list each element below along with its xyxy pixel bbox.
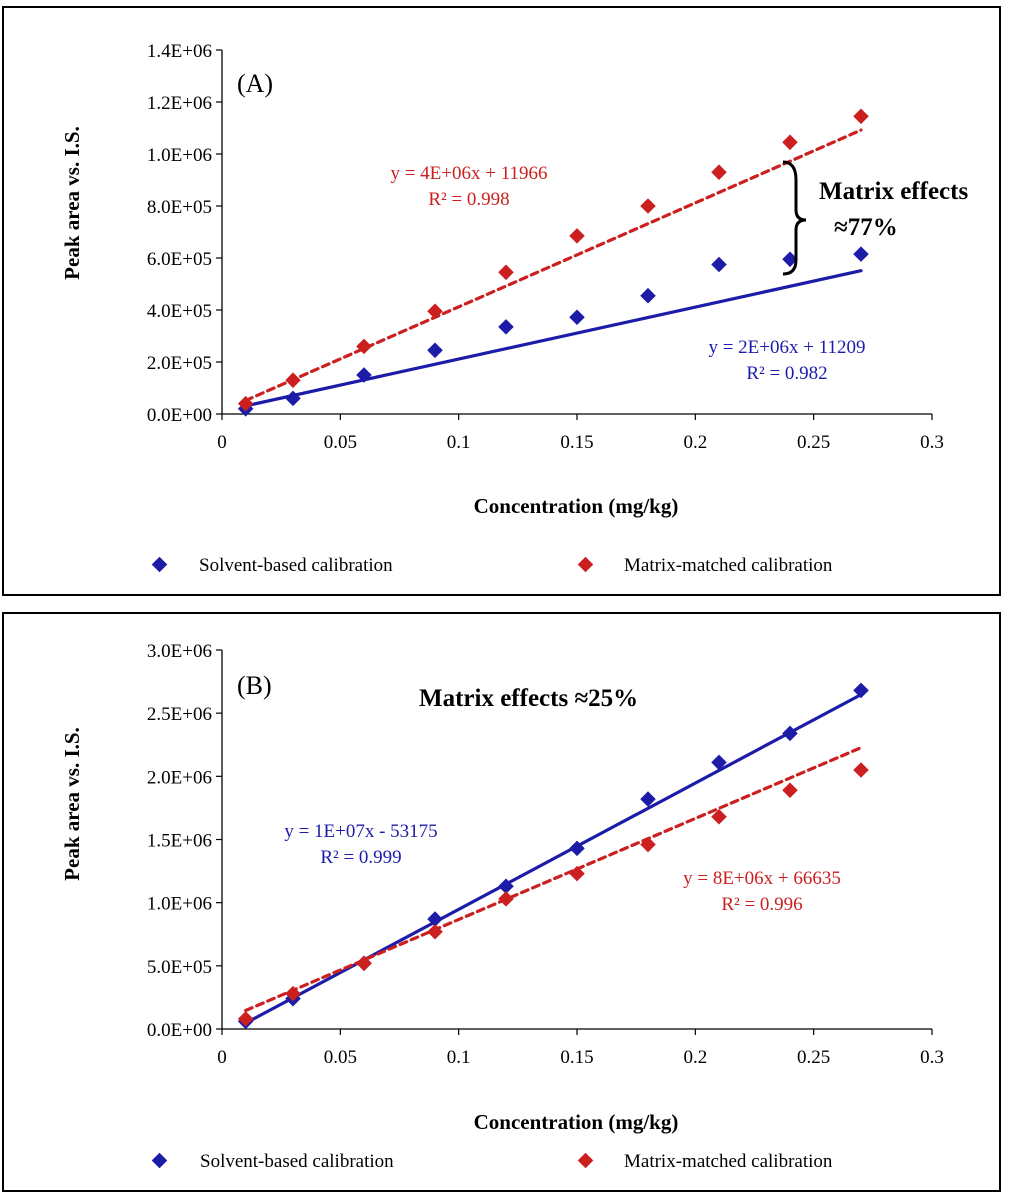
x-tick-label: 0: [217, 1047, 227, 1068]
legend-a: Solvent-based calibration Matrix-matched…: [151, 555, 833, 576]
y-tick-label: 3.0E+06: [147, 641, 212, 662]
y-tick-label: 6.0E+05: [147, 249, 212, 270]
x-tick-label: 0.25: [797, 1047, 830, 1068]
y-tick-label: 1.0E+06: [147, 145, 212, 166]
x-tick-label: 0.15: [560, 432, 593, 453]
data-point-matrix: [356, 955, 372, 972]
data-point-matrix: [853, 108, 869, 125]
x-tick-label: 0.05: [324, 1047, 357, 1068]
legend-label-matrix-a: Matrix-matched calibration: [624, 555, 833, 576]
x-tick-label: 0.15: [560, 1047, 593, 1068]
data-point-solvent: [640, 287, 656, 304]
x-tick-label: 0.25: [797, 432, 830, 453]
data-point-matrix: [782, 782, 798, 799]
legend-marker-matrix-a: [577, 556, 594, 573]
equation-solvent-a: y = 2E+06x + 11209: [708, 337, 865, 358]
y-tick-label: 2.0E+06: [147, 767, 212, 788]
data-point-matrix: [237, 1011, 254, 1027]
data-point-matrix: [498, 891, 514, 907]
data-point-solvent: [853, 682, 869, 699]
data-point-solvent: [498, 319, 514, 335]
panel-label-b: (B): [237, 671, 272, 700]
r2-matrix-a: R² = 0.998: [428, 189, 509, 210]
data-point-matrix: [711, 164, 727, 180]
annotation-a-line1: Matrix effects: [819, 178, 968, 205]
x-tick-label: 0.2: [683, 1047, 707, 1068]
r2-matrix-b: R² = 0.996: [721, 894, 802, 915]
annotation-bg-a: [809, 166, 985, 246]
data-point-matrix: [498, 264, 514, 281]
x-tick-label: 0.2: [683, 432, 707, 453]
chart-panel-a: 0.0E+00 2.0E+05 4.0E+05 6.0E+05 8.0E+05 1.0E+…: [2, 6, 1001, 596]
panel-label-a: (A): [237, 69, 273, 98]
annotation-a-line2: ≈77%: [834, 214, 898, 241]
legend-b: Solvent-based calibration Matrix-matched…: [151, 1151, 833, 1172]
y-tick-label: 8.0E+05: [147, 197, 212, 218]
plot-area-a: 0.0E+00 2.0E+05 4.0E+05 6.0E+05 8.0E+05 1.0E+…: [147, 41, 944, 453]
data-point-solvent: [640, 791, 656, 807]
r2-solvent-a: R² = 0.982: [746, 363, 827, 384]
equation-matrix-b: y = 8E+06x + 66635: [683, 868, 841, 889]
legend-label-solvent-a: Solvent-based calibration: [199, 555, 393, 576]
data-point-matrix: [237, 395, 254, 412]
legend-marker-matrix-b: [577, 1152, 594, 1169]
y-tick-label: 0.0E+00: [147, 405, 212, 426]
r2-solvent-b: R² = 0.999: [320, 847, 401, 868]
y-tick-label: 2.5E+06: [147, 704, 212, 725]
y-tick-label: 1.2E+06: [147, 93, 212, 114]
data-point-matrix: [640, 198, 656, 214]
legend-marker-solvent-b: [151, 1152, 168, 1169]
x-tick-label: 0.1: [447, 1047, 471, 1068]
chart-panel-b: 0.0E+00 5.0E+05 1.0E+06 1.5E+06 2.0E+06 2.5E+…: [2, 612, 1001, 1192]
equation-matrix-a: y = 4E+06x + 11966: [390, 163, 547, 184]
x-tick-label: 0.3: [920, 432, 944, 453]
trendline-matrix: [244, 746, 863, 1013]
chart-a-svg: 0.0E+00 2.0E+05 4.0E+05 6.0E+05 8.0E+05 1.0E+…: [60, 41, 985, 576]
data-point-matrix: [285, 985, 301, 1002]
y-tick-label: 4.0E+05: [147, 301, 212, 322]
data-point-solvent: [427, 342, 443, 359]
x-tick-label: 0.3: [920, 1047, 944, 1068]
equation-solvent-b: y = 1E+07x - 53175: [284, 821, 437, 842]
y-tick-label: 1.0E+06: [147, 894, 212, 915]
x-axis-title-a: Concentration (mg/kg): [474, 494, 679, 518]
data-point-solvent: [711, 256, 727, 273]
y-tick-label: 5.0E+05: [147, 957, 212, 978]
data-point-matrix: [853, 762, 869, 778]
y-tick-label: 1.5E+06: [147, 831, 212, 852]
x-tick-label: 0.05: [324, 432, 357, 453]
trendline-matrix: [244, 128, 863, 403]
y-axis-title-a: Peak area vs. I.S.: [60, 126, 84, 280]
x-axis-title-b: Concentration (mg/kg): [474, 1110, 679, 1134]
data-point-matrix: [782, 134, 798, 151]
y-tick-label: 2.0E+05: [147, 353, 212, 374]
data-point-matrix: [427, 303, 443, 320]
brace-icon: [782, 160, 807, 276]
data-point-matrix: [569, 228, 585, 244]
legend-label-solvent-b: Solvent-based calibration: [200, 1151, 394, 1172]
y-tick-label: 0.0E+00: [147, 1020, 212, 1041]
annotation-b: Matrix effects ≈25%: [419, 685, 638, 712]
legend-label-matrix-b: Matrix-matched calibration: [624, 1151, 833, 1172]
x-tick-label: 0.1: [447, 432, 471, 453]
x-tick-label: 0: [217, 432, 227, 453]
chart-b-svg: 0.0E+00 5.0E+05 1.0E+06 1.5E+06 2.0E+06 2.5E+…: [60, 641, 944, 1172]
data-point-solvent: [569, 309, 585, 326]
trendline-solvent: [244, 269, 863, 408]
y-tick-label: 1.4E+06: [147, 41, 212, 62]
y-axis-title-b: Peak area vs. I.S.: [60, 727, 84, 881]
data-point-solvent: [427, 911, 443, 927]
data-point-solvent: [853, 246, 869, 262]
legend-marker-solvent-a: [151, 556, 168, 573]
data-point-matrix: [640, 836, 656, 853]
data-point-matrix: [285, 372, 301, 388]
